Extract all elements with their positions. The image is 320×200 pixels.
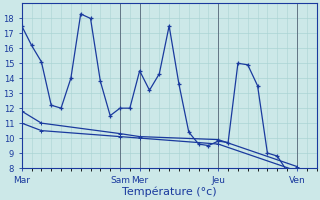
X-axis label: Température (°c): Température (°c) xyxy=(122,186,216,197)
